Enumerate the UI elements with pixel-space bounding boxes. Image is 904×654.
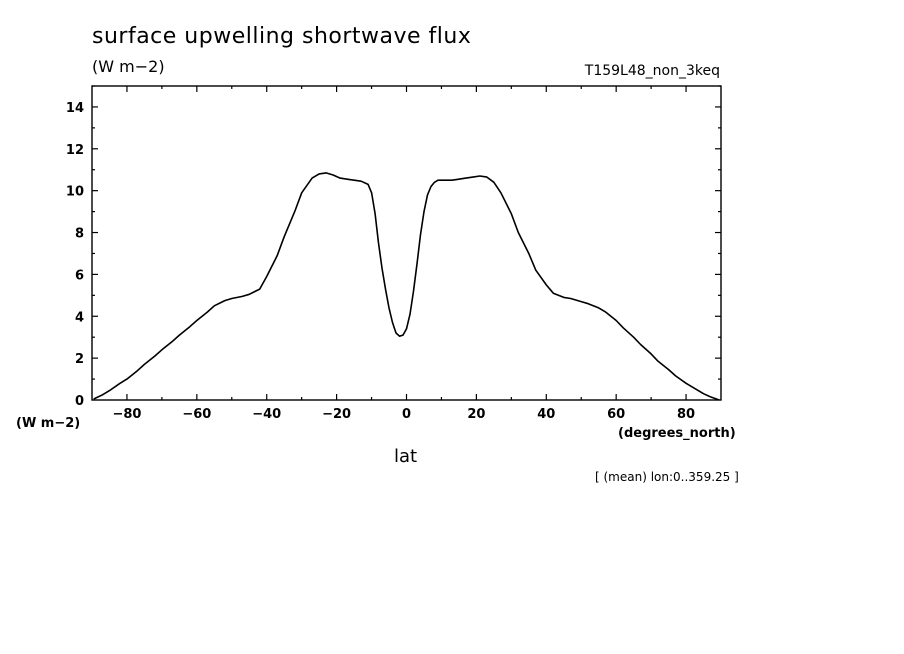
x-axis-units: (degrees_north) <box>618 426 736 441</box>
chart-units: (W m−2) <box>92 57 165 76</box>
series-line <box>93 172 720 401</box>
x-tick-label: −80 <box>112 407 141 422</box>
x-tick-label: 40 <box>537 407 555 422</box>
y-tick-label: 6 <box>75 268 84 283</box>
x-tick-label: −40 <box>252 407 281 422</box>
x-tick-label: −60 <box>182 407 211 422</box>
plot-frame <box>91 85 722 401</box>
experiment-label: T159L48_non_3keq <box>584 63 720 79</box>
y-tick-label: 14 <box>66 101 84 116</box>
x-axis-label: lat <box>394 446 418 467</box>
x-tick-label: 80 <box>677 407 695 422</box>
x-tick-label: 60 <box>607 407 625 422</box>
tick-labels: −80 −60 −40 −20 0 20 40 60 80 0 2 4 6 8 10 12 14 <box>66 101 695 422</box>
x-tick-label: 20 <box>467 407 485 422</box>
y-axis-units: (W m−2) <box>16 416 81 431</box>
y-tick-label: 0 <box>75 394 84 409</box>
chart-title: surface upwelling shortwave flux <box>92 24 472 49</box>
averaging-annotation: [ (mean) lon:0..359.25 ] <box>595 470 739 484</box>
y-tick-label: 4 <box>75 310 84 325</box>
y-tick-label: 12 <box>66 143 84 158</box>
x-tick-label: 0 <box>402 407 411 422</box>
axis-ticks <box>92 85 721 400</box>
x-tick-label: −20 <box>322 407 351 422</box>
y-tick-label: 2 <box>75 352 84 367</box>
y-tick-label: 8 <box>75 227 84 242</box>
y-tick-label: 10 <box>66 185 84 200</box>
